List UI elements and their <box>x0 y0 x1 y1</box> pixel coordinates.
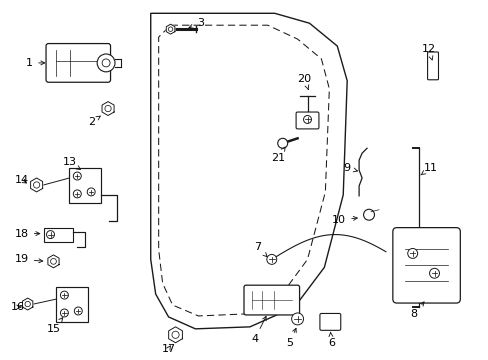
Circle shape <box>428 268 439 278</box>
Text: 7: 7 <box>254 243 266 257</box>
Circle shape <box>105 105 111 112</box>
Circle shape <box>46 231 54 239</box>
Circle shape <box>97 54 115 72</box>
FancyBboxPatch shape <box>244 285 299 315</box>
Text: 19: 19 <box>15 255 42 264</box>
Text: 16: 16 <box>11 302 25 312</box>
Text: 5: 5 <box>285 328 296 348</box>
Circle shape <box>50 258 56 264</box>
Circle shape <box>291 313 303 325</box>
Polygon shape <box>31 178 42 192</box>
Text: 14: 14 <box>15 175 29 185</box>
Circle shape <box>172 331 179 338</box>
Polygon shape <box>102 102 114 116</box>
Bar <box>56 287 88 322</box>
Circle shape <box>102 59 110 67</box>
Circle shape <box>277 138 287 148</box>
Text: 13: 13 <box>62 157 80 170</box>
FancyBboxPatch shape <box>319 314 340 330</box>
Circle shape <box>25 301 30 307</box>
FancyBboxPatch shape <box>427 52 438 80</box>
Text: 17: 17 <box>161 344 175 354</box>
Polygon shape <box>166 24 175 34</box>
Text: 11: 11 <box>420 163 437 175</box>
Bar <box>43 228 73 242</box>
Circle shape <box>363 209 374 220</box>
Text: 18: 18 <box>15 229 40 239</box>
Circle shape <box>407 248 417 258</box>
Circle shape <box>61 291 68 299</box>
FancyBboxPatch shape <box>392 228 459 303</box>
Text: 8: 8 <box>409 302 423 319</box>
Polygon shape <box>48 255 59 268</box>
Circle shape <box>33 182 40 188</box>
Circle shape <box>168 27 172 31</box>
Circle shape <box>61 309 68 317</box>
FancyBboxPatch shape <box>46 44 110 82</box>
Text: 3: 3 <box>188 18 203 28</box>
Circle shape <box>87 188 95 196</box>
Text: 12: 12 <box>421 44 435 60</box>
Circle shape <box>73 172 81 180</box>
Text: 2: 2 <box>87 116 100 127</box>
Circle shape <box>266 255 276 264</box>
Text: 20: 20 <box>297 74 311 89</box>
Text: 9: 9 <box>343 163 357 173</box>
Text: 15: 15 <box>46 318 62 334</box>
Circle shape <box>74 307 82 315</box>
Bar <box>69 168 101 203</box>
Text: 10: 10 <box>331 215 357 225</box>
Circle shape <box>73 190 81 198</box>
Text: 1: 1 <box>26 58 44 68</box>
Text: 4: 4 <box>251 316 265 344</box>
Polygon shape <box>22 298 33 310</box>
FancyBboxPatch shape <box>296 112 318 129</box>
Circle shape <box>303 116 311 123</box>
Text: 21: 21 <box>270 147 285 163</box>
Text: 6: 6 <box>327 332 334 348</box>
Polygon shape <box>168 327 182 343</box>
